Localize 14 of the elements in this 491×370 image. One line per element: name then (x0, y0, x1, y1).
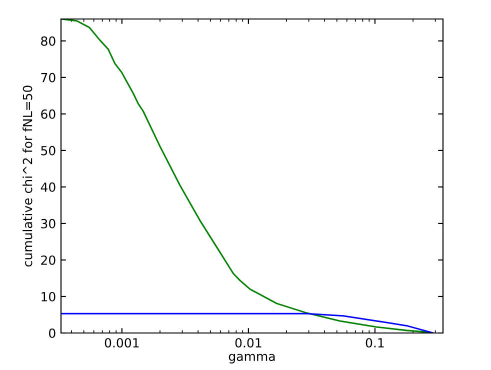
y-axis-title: cumulative chi^2 for fNL=50 (22, 86, 32, 267)
y-tick-label: 40 (40, 182, 56, 192)
y-tick-label: 20 (41, 255, 56, 265)
y-tick-label: 10 (42, 292, 56, 302)
x-axis-title: gamma (228, 354, 275, 364)
y-tick-label: 60 (41, 109, 56, 119)
x-tick-label: 0.001 (104, 338, 139, 348)
y-tick-label: 70 (41, 72, 56, 82)
y-tick-label: 30 (41, 218, 56, 228)
y-tick-label: 50 (41, 146, 56, 156)
x-tick-label: 0.1 (366, 338, 384, 348)
y-tick-label: 0 (49, 328, 56, 338)
y-tick-label: 80 (41, 36, 56, 46)
x-tick-label: 0.01 (235, 338, 262, 348)
